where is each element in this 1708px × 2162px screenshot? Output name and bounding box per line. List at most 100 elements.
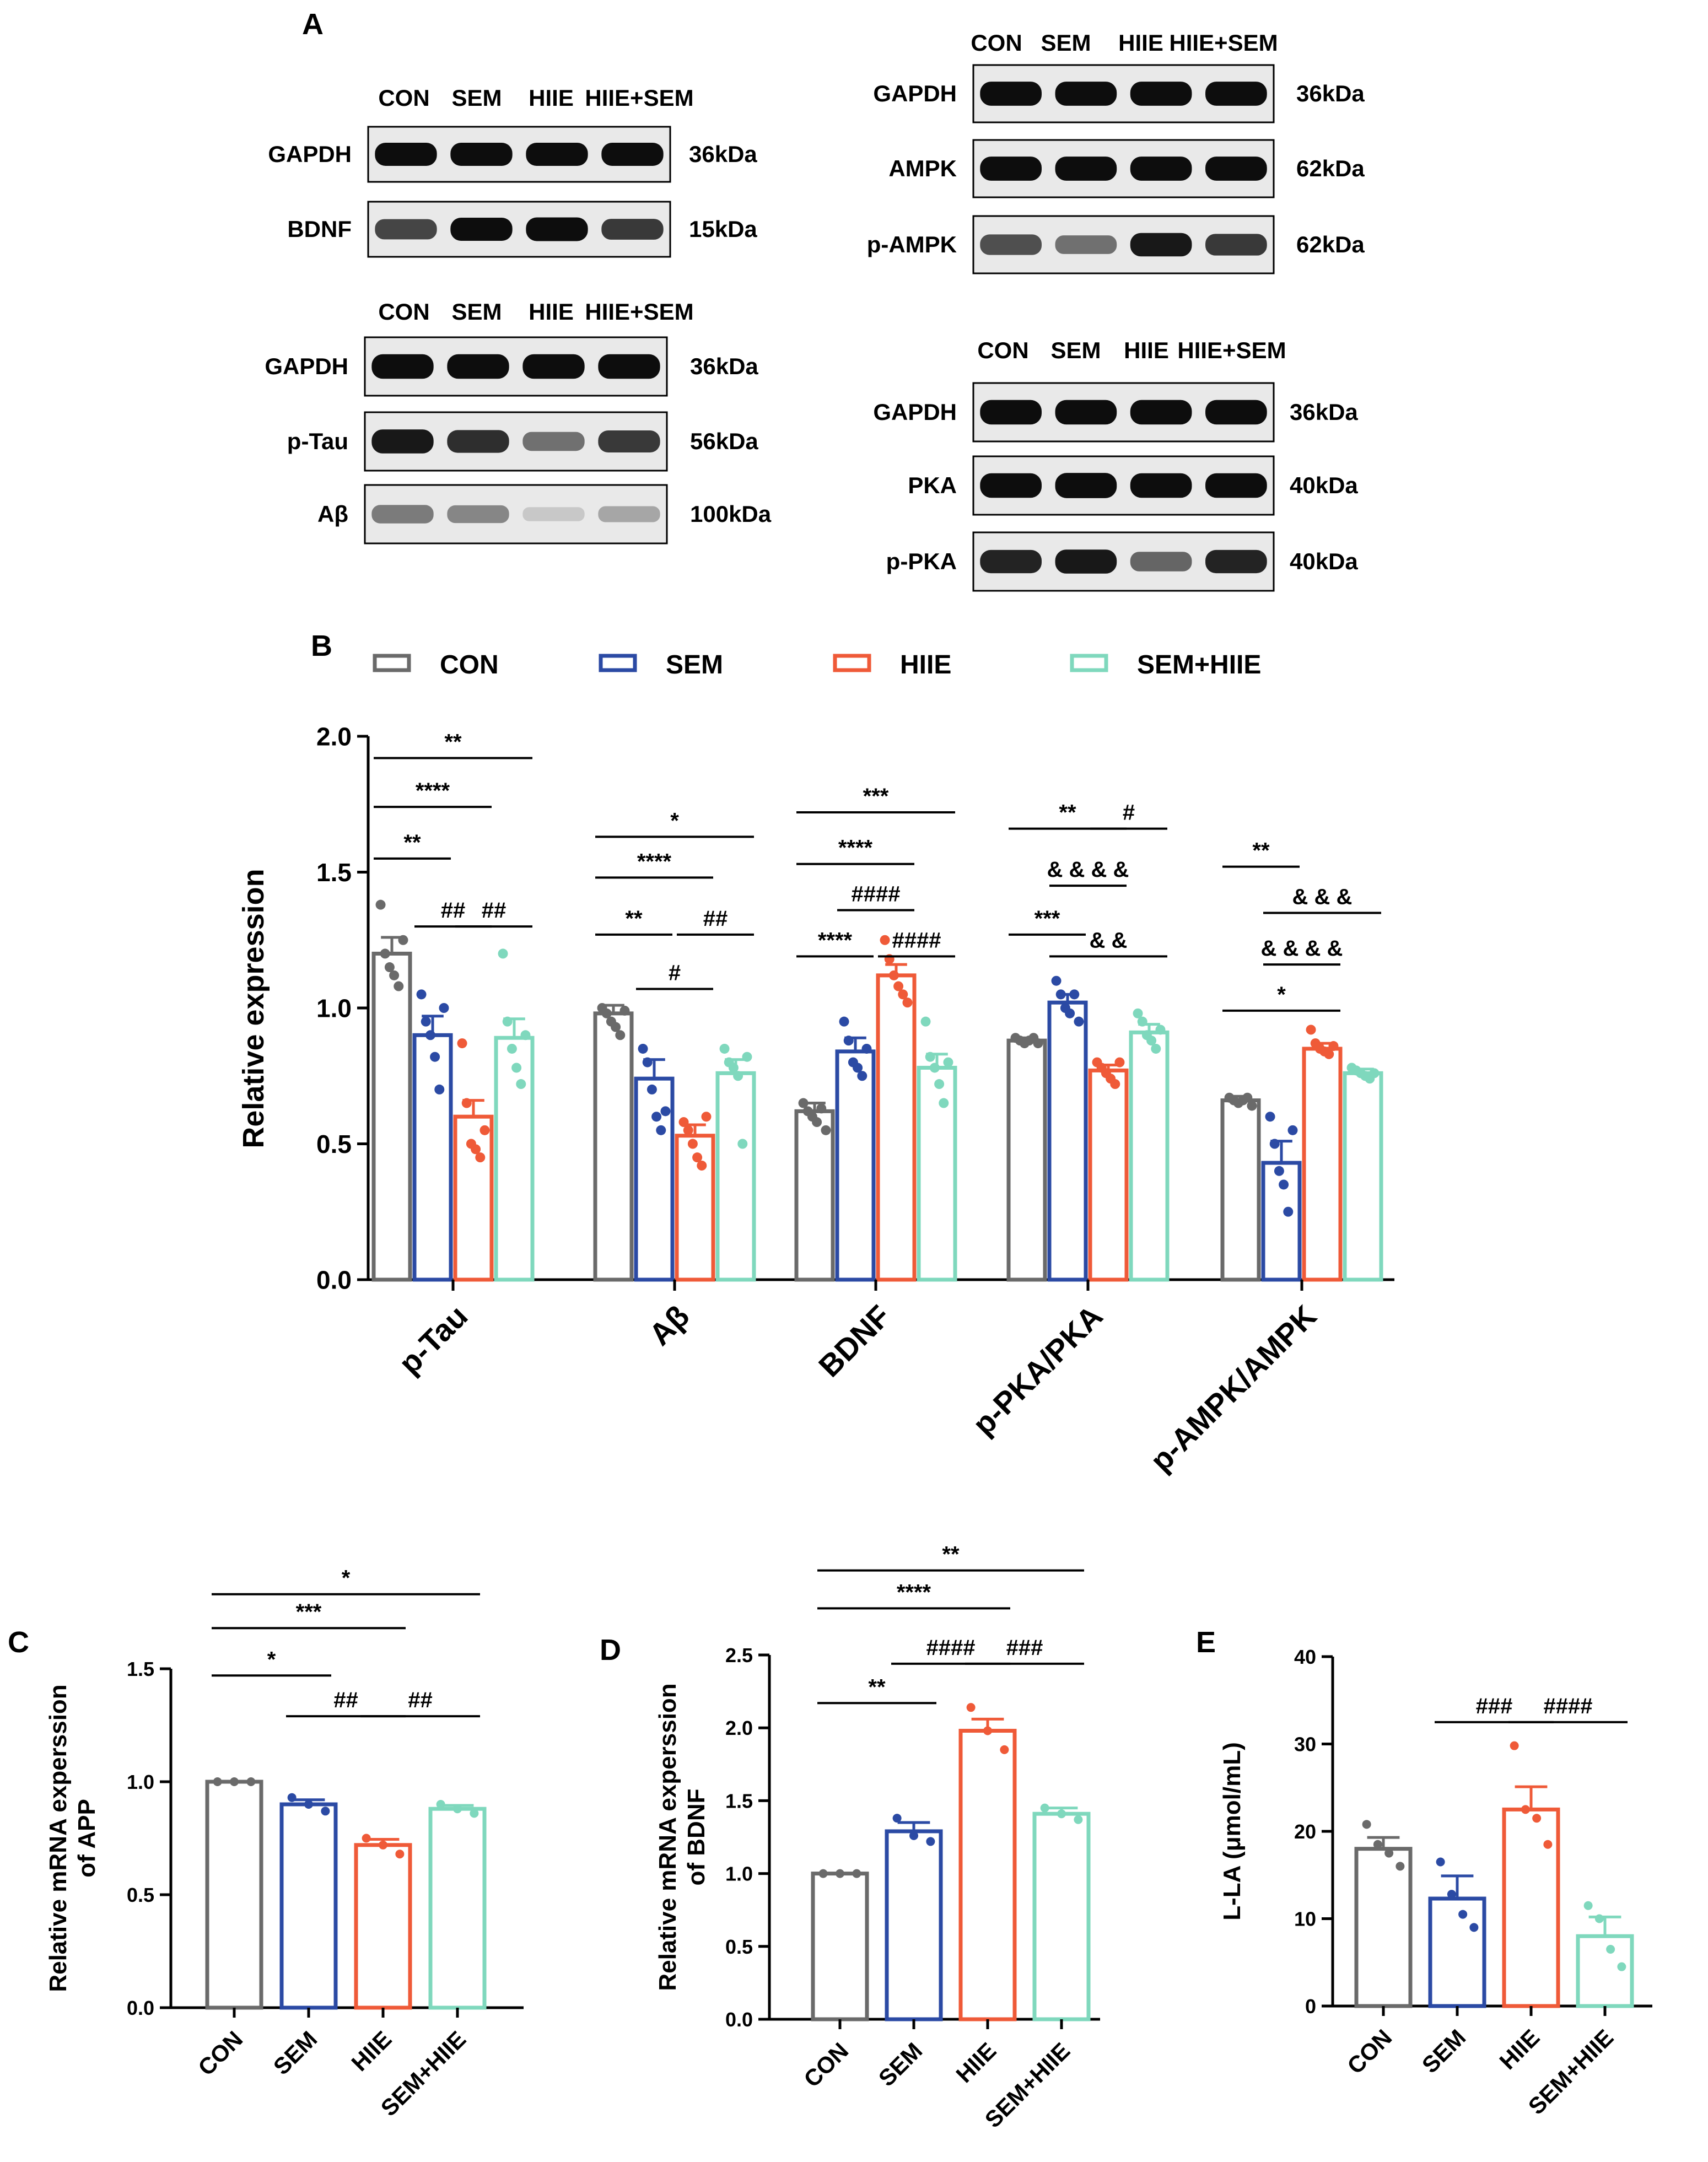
protein-band (1205, 473, 1267, 498)
data-point (1057, 1809, 1066, 1819)
data-point (434, 1084, 445, 1095)
size-label-36kda: 36kDa (690, 353, 758, 379)
lane-label-hiie-sem: HIIE+SEM (1177, 337, 1286, 363)
data-point (983, 1726, 992, 1735)
x-tick-label-sem: SEM (1417, 2024, 1471, 2078)
lane-label-con: CON (971, 30, 1022, 56)
data-point (615, 1030, 626, 1040)
bar (1428, 1896, 1486, 2008)
protein-band (601, 143, 664, 166)
data-point (1510, 1741, 1519, 1750)
significance-label: ** (942, 1543, 960, 1567)
y-tick-label: 1.5 (316, 858, 352, 887)
significance-label: **** (897, 1580, 931, 1604)
size-label-62kda: 62kDa (1296, 231, 1365, 257)
protein-band (371, 505, 434, 524)
significance-label: **** (637, 849, 672, 874)
size-label-15kda: 15kDa (689, 216, 757, 242)
data-point (818, 1869, 828, 1878)
data-point (611, 1022, 621, 1032)
protein-label-a: Aβ (317, 501, 348, 527)
x-tick-label-sem: SEM (874, 2037, 928, 2091)
data-point (1384, 1848, 1394, 1858)
lane-label-con: CON (977, 337, 1028, 363)
x-tick-label-p-pka-pka: p-PKA/PKA (966, 1298, 1109, 1442)
significance-label: *** (863, 784, 889, 808)
y-tick-label: 1.0 (725, 1863, 753, 1885)
bar (412, 1033, 453, 1282)
data-point (728, 1063, 739, 1073)
data-point (1155, 1025, 1166, 1035)
significance-label: ### (1006, 1636, 1043, 1660)
y-axis-title: Relative mRNA experssion (654, 1683, 681, 1991)
data-point (701, 1112, 712, 1122)
protein-band (1130, 157, 1192, 181)
size-label-100kda: 100kDa (690, 501, 772, 527)
protein-band (522, 432, 585, 451)
protein-band (1205, 549, 1267, 574)
y-axis-title: of APP (73, 1799, 100, 1878)
x-tick-label-hiie: HIIE (346, 2026, 396, 2076)
data-point (1247, 1101, 1257, 1111)
bar (1343, 1071, 1383, 1282)
data-point (398, 935, 408, 945)
protein-band (522, 354, 585, 379)
lane-label-sem: SEM (1041, 30, 1091, 56)
data-point (1594, 1914, 1604, 1923)
y-tick-label: 10 (1294, 1907, 1316, 1930)
panel-label-d: D (600, 1633, 621, 1667)
significance-label: #### (852, 882, 901, 907)
bar (1502, 1807, 1560, 2008)
bar (354, 1843, 412, 2010)
protein-label-ampk: AMPK (888, 155, 957, 181)
protein-band (450, 143, 513, 166)
blot-group-4: CON SEM HIIE HIIE+SEM GAPDH 36kDa PKA 40kDa p-PK… (873, 337, 1358, 592)
significance-label: * (342, 1566, 351, 1591)
data-point (742, 1052, 752, 1062)
panel-label-a: A (302, 8, 324, 41)
protein-label-p-ampk: p-AMPK (867, 231, 957, 257)
category-group-p-ampk-ampk (1220, 1025, 1383, 1282)
data-point (843, 1036, 854, 1046)
data-point (439, 1003, 449, 1013)
data-point (687, 1139, 698, 1149)
bar (876, 973, 917, 1282)
y-tick-label: 1.0 (127, 1771, 154, 1793)
data-point (461, 1098, 472, 1108)
protein-band (447, 354, 509, 379)
data-point (1369, 1068, 1380, 1079)
significance-label: **** (818, 928, 853, 952)
data-point (1328, 1041, 1339, 1052)
y-axis-title: L-LA (μmol/mL) (1219, 1742, 1246, 1920)
category-group-p-pka-pka (1006, 975, 1170, 1282)
y-tick-label: 0.5 (316, 1130, 352, 1158)
protein-band (371, 354, 434, 379)
x-tick-label-p-tau: p-Tau (392, 1298, 474, 1381)
protein-band (1055, 400, 1117, 425)
y-tick-label: 30 (1294, 1733, 1316, 1755)
data-point (1033, 1038, 1043, 1049)
data-point (697, 1160, 707, 1171)
protein-label-gapdh: GAPDH (873, 80, 957, 106)
protein-band (980, 82, 1042, 106)
y-tick-label: 0.0 (316, 1266, 352, 1295)
x-tick-label-bdnf: BDNF (812, 1298, 897, 1384)
lane-label-sem: SEM (451, 85, 502, 111)
data-point (861, 1043, 872, 1054)
protein-label-p-pka: p-PKA (886, 548, 957, 574)
protein-band (1130, 473, 1192, 498)
size-label-36kda: 36kDa (1296, 80, 1365, 106)
protein-band (447, 505, 509, 524)
data-point (798, 1098, 809, 1108)
protein-band (1055, 473, 1117, 498)
data-point (1000, 1745, 1009, 1754)
lane-label-hiie-sem: HIIE+SEM (1169, 30, 1278, 56)
data-point (1469, 1923, 1479, 1932)
data-point (929, 1063, 940, 1073)
significance-label: ## (333, 1688, 358, 1712)
bar (1047, 1000, 1088, 1282)
data-point (1065, 1008, 1075, 1018)
size-label-40kda: 40kDa (1290, 472, 1358, 498)
y-tick-label: 0.0 (127, 1997, 154, 2019)
data-point (1265, 1112, 1275, 1122)
